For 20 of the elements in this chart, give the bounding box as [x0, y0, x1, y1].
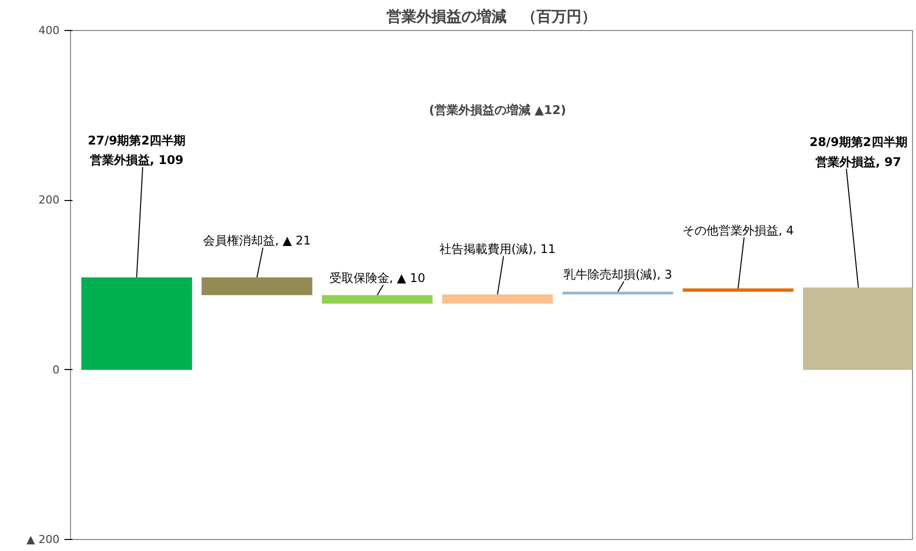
y-tick-label: 400 — [38, 24, 60, 37]
bar — [803, 288, 912, 370]
data-label: 27/9期第2四半期営業外損益, 109 — [88, 133, 186, 168]
y-tick-label: 200 — [38, 194, 60, 207]
data-label: 会員権消却益, ▲ 21 — [202, 234, 311, 248]
bar — [322, 295, 433, 304]
bar — [81, 277, 192, 370]
y-tick-label: ▲ 200 — [26, 533, 60, 546]
chart-title: 営業外損益の増減 （百万円） — [386, 8, 596, 26]
data-label: その他営業外損益, 4 — [682, 223, 794, 238]
bar — [562, 292, 674, 294]
data-label: 28/9期第2四半期営業外損益, 97 — [809, 135, 908, 169]
bar — [442, 294, 553, 304]
bar — [202, 277, 312, 296]
y-tick-label: 0 — [52, 363, 60, 376]
data-label: 受取保険金, ▲ 10 — [329, 271, 426, 285]
annotation: (営業外損益の増減 ▲12) — [428, 103, 566, 118]
bar — [682, 288, 794, 292]
data-label: 乳牛除売却損(減), 3 — [563, 268, 672, 282]
data-label: 社告掲載費用(減), 11 — [439, 242, 556, 256]
